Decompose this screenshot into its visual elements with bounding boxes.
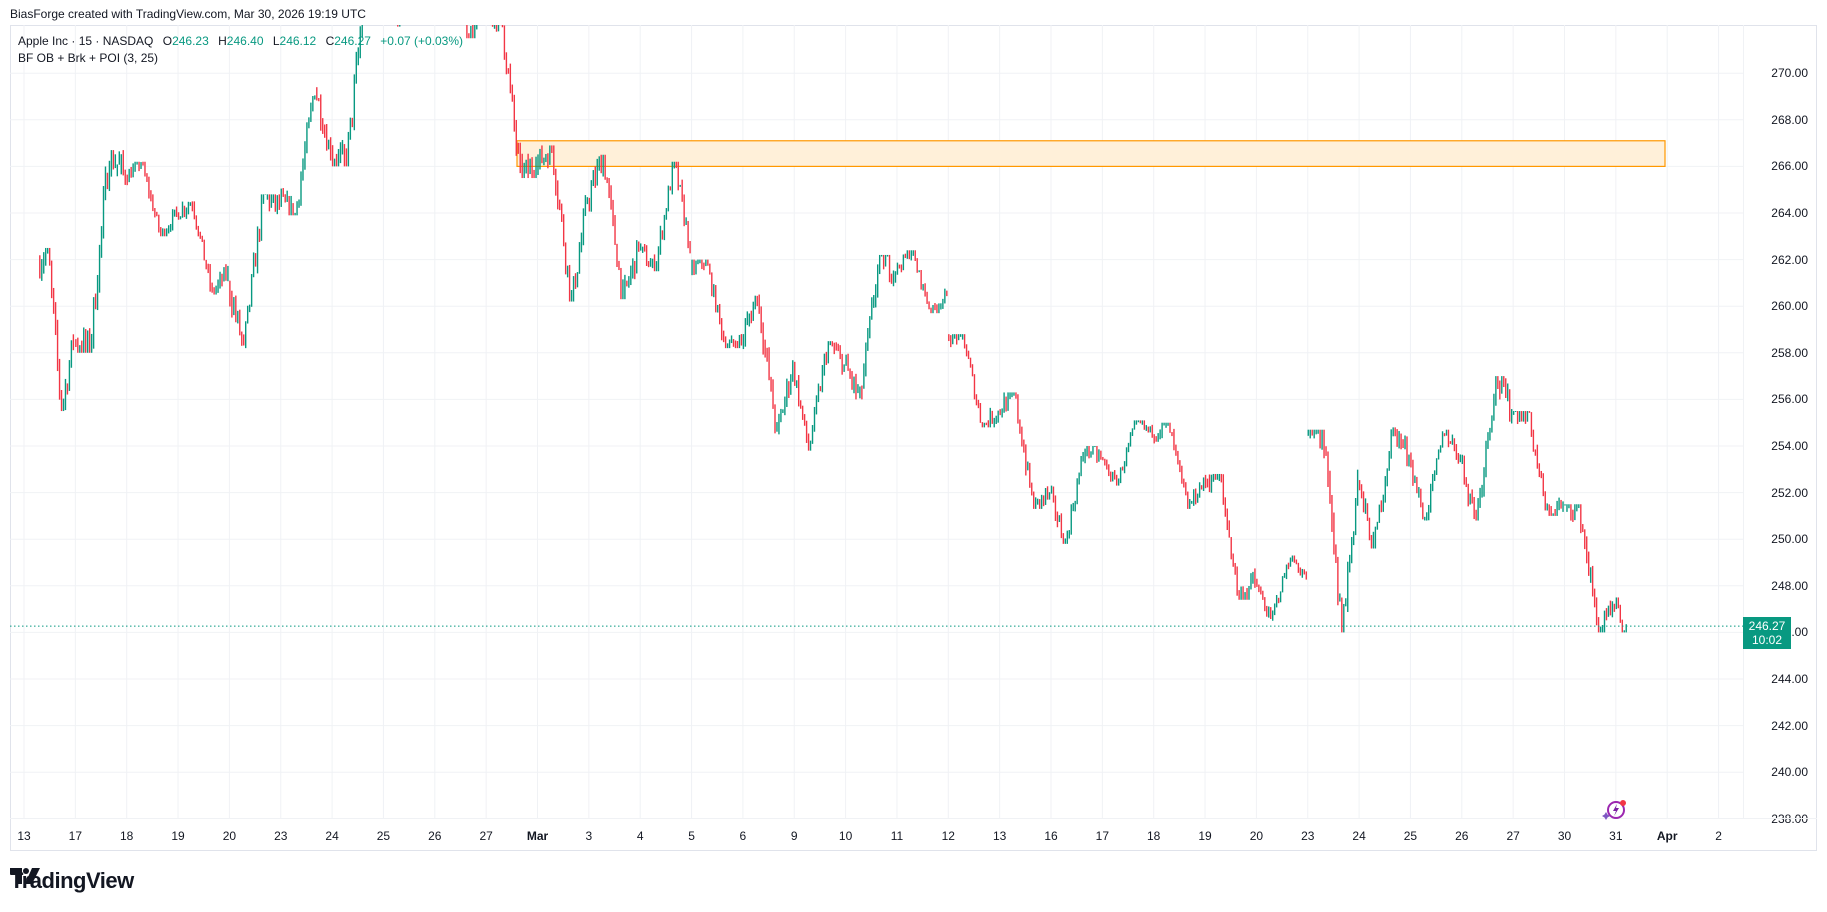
time-axis[interactable]: 13 17 18 19 20 23 24 25 26 27 Mar 3 4 5 6 9 10 11 12 13 16 17… [10,818,1817,852]
price-tick-label: 268.00 [1771,112,1808,127]
order-block-zone [516,140,1666,167]
time-tick-label: 19 [1198,829,1212,843]
price-tick-label: 242.00 [1771,718,1808,733]
time-tick-label: 31 [1609,829,1623,843]
time-tick-label: 3 [585,829,593,843]
high-value: 246.40 [226,34,264,48]
legend: Apple Inc · 15 · NASDAQ O246.23 H246.40 … [18,33,463,67]
price-tick-label: 254.00 [1771,439,1808,453]
tradingview-logo[interactable]: TradingView [10,868,134,894]
time-tick-label: 10 [838,829,853,843]
chart-frame [10,25,1817,851]
assistant-lightning-icon[interactable] [1601,797,1629,823]
time-tick-label: 25 [376,829,391,843]
symbol-legend[interactable]: Apple Inc · 15 · NASDAQ O246.23 H246.40 … [18,34,464,48]
time-tick-label: 26 [1455,829,1469,843]
indicator-legend[interactable]: BF OB + Brk + POI (3, 25) [18,51,159,65]
change-value: +0.07 (+0.03%) [380,34,464,48]
price-axis[interactable]: 238.00240.00242.00244.00246.00248.00250.… [1743,25,1818,826]
price-tick-label: 252.00 [1771,485,1808,500]
time-tick-label: 5 [688,829,695,843]
price-tick-label: 270.00 [1771,66,1808,81]
time-tick-label: 27 [1506,829,1520,843]
chart-caption: BiasForge created with TradingView.com, … [10,7,366,21]
time-tick-label: 24 [1352,829,1366,843]
time-tick-label: 17 [1095,829,1110,843]
price-tick-label: 240.00 [1771,765,1808,780]
close-value: 246.27 [334,34,371,48]
time-tick-label: 27 [479,829,493,843]
tradingview-logo-icon [10,868,40,884]
time-tick-label: 12 [941,829,955,843]
price-tick-label: 262.00 [1771,252,1808,267]
time-tick-label: 30 [1557,829,1572,843]
candlestick-chart [10,25,1743,818]
time-tick-label: 4 [636,829,644,843]
low-value: 246.12 [279,34,317,48]
price-tick-label: 258.00 [1771,345,1808,360]
time-tick-label: 6 [739,829,747,843]
time-tick-label: 13 [992,829,1007,843]
time-tick-label: 2 [1715,829,1722,843]
time-tick-label: 17 [68,829,83,843]
time-tick-label: 20 [222,829,237,843]
candles [39,25,1627,633]
bar-countdown: 10:02 [1751,633,1783,648]
open-value: 246.23 [172,34,209,48]
price-tick-label: 260.00 [1771,299,1808,314]
last-price-value: 246.27 [1748,619,1786,634]
time-tick-label: 19 [171,829,185,843]
price-tick-label: 256.00 [1771,392,1808,407]
time-tick-label: 13 [17,829,31,843]
price-tick-label: 248.00 [1771,578,1808,593]
symbol-title: Apple Inc · 15 · NASDAQ [18,34,154,48]
price-tick-label: 244.00 [1771,672,1808,686]
time-tick-label: 18 [120,829,134,843]
time-tick-label: 20 [1249,829,1264,843]
time-tick-label: 24 [325,829,339,843]
price-tick-label: 266.00 [1771,159,1808,174]
time-tick-label: 26 [428,829,442,843]
time-tick-label: 23 [1301,829,1315,843]
time-tick-label: 25 [1403,829,1418,843]
price-tick-label: 264.00 [1771,206,1808,220]
last-price-tag: 246.27 10:02 [1743,617,1791,650]
time-tick-label: 23 [274,829,288,843]
time-tick-label: 11 [890,829,904,843]
time-tick-label: 18 [1147,829,1161,843]
time-tick-label: 9 [790,829,798,843]
time-tick-label: Mar [526,829,549,843]
time-tick-label: Apr [1656,829,1678,843]
price-tick-label: 250.00 [1771,532,1808,547]
price-pane[interactable] [10,25,1743,818]
time-tick-label: 16 [1044,829,1058,843]
